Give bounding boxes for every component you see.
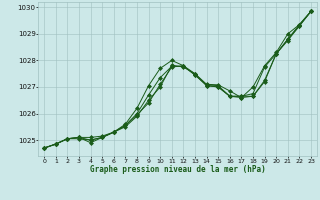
- X-axis label: Graphe pression niveau de la mer (hPa): Graphe pression niveau de la mer (hPa): [90, 165, 266, 174]
